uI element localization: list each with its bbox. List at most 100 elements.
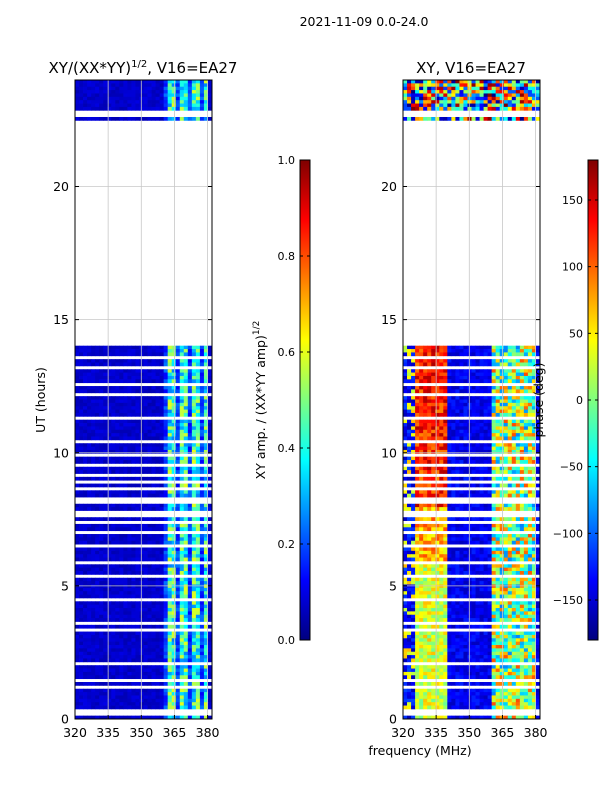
heatmap-cell xyxy=(147,665,152,669)
heatmap-cell xyxy=(131,352,136,357)
heatmap-cell xyxy=(75,688,80,693)
heatmap-cell xyxy=(95,80,100,84)
heatmap-cell xyxy=(195,389,201,394)
heatmap-cell xyxy=(103,698,108,703)
heatmap-cell xyxy=(479,433,484,437)
heatmap-cell xyxy=(515,527,521,532)
heatmap-cell xyxy=(431,116,436,121)
heatmap-cell xyxy=(431,490,436,495)
heatmap-cell xyxy=(531,402,537,407)
heatmap-cell xyxy=(499,409,505,414)
heatmap-cell xyxy=(207,96,213,101)
heatmap-cell xyxy=(179,688,185,693)
heatmap-cell xyxy=(87,634,92,639)
heatmap-cell xyxy=(143,396,148,400)
heatmap-cell xyxy=(87,470,92,474)
heatmap-cell xyxy=(423,436,428,441)
heatmap-cell xyxy=(471,396,476,400)
heatmap-cell xyxy=(143,80,148,84)
heatmap-cell xyxy=(199,470,205,474)
heatmap-cell xyxy=(207,618,213,622)
heatmap-cell xyxy=(479,100,484,104)
heatmap-cell xyxy=(191,483,197,488)
heatmap-cell xyxy=(107,379,112,384)
heatmap-cell xyxy=(487,534,493,538)
heatmap-cell xyxy=(411,396,416,400)
heatmap-cell xyxy=(191,537,197,542)
heatmap-cell xyxy=(87,688,92,693)
heatmap-cell xyxy=(151,648,156,653)
heatmap-cell xyxy=(519,456,525,461)
heatmap-cell xyxy=(407,352,412,357)
heatmap-cell xyxy=(99,386,104,390)
heatmap-cell xyxy=(423,534,428,538)
heatmap-cell xyxy=(159,638,165,643)
heatmap-cell xyxy=(131,537,136,542)
heatmap-cell xyxy=(439,419,444,424)
heatmap-cell xyxy=(79,419,84,424)
heatmap-cell xyxy=(111,668,116,673)
heatmap-cell xyxy=(159,614,165,619)
heatmap-cell xyxy=(123,587,128,592)
heatmap-cell xyxy=(107,705,112,710)
heatmap-cell xyxy=(523,523,529,528)
heatmap-cell xyxy=(175,406,181,410)
heatmap-cell xyxy=(127,682,132,686)
heatmap-cell xyxy=(435,349,440,353)
heatmap-cell xyxy=(207,116,213,121)
heatmap-cell xyxy=(147,641,152,646)
heatmap-cell xyxy=(203,470,209,474)
heatmap-cell xyxy=(479,523,484,528)
heatmap-cell xyxy=(439,90,444,94)
heatmap-cell xyxy=(135,352,140,357)
heatmap-cell xyxy=(179,402,185,407)
heatmap-cell xyxy=(207,631,213,636)
heatmap-cell xyxy=(511,456,517,461)
heatmap-cell xyxy=(487,483,493,488)
heatmap-cell xyxy=(127,577,132,582)
heatmap-cell xyxy=(151,715,156,720)
heatmap-cell xyxy=(119,695,124,700)
heatmap-cell xyxy=(495,423,501,427)
heatmap-cell xyxy=(119,399,124,404)
heatmap-cell xyxy=(507,419,513,424)
heatmap-cell xyxy=(499,396,505,400)
heatmap-cell xyxy=(115,443,120,447)
heatmap-cell xyxy=(431,90,436,94)
heatmap-cell xyxy=(483,419,489,424)
heatmap-cell xyxy=(159,90,165,94)
heatmap-cell xyxy=(415,345,420,350)
heatmap-cell xyxy=(83,638,88,643)
heatmap-cell xyxy=(207,527,213,532)
heatmap-cell xyxy=(499,470,505,474)
heatmap-cell xyxy=(163,564,169,569)
heatmap-cell xyxy=(167,631,173,636)
heatmap-cell xyxy=(475,375,480,380)
heatmap-cell xyxy=(123,591,128,595)
heatmap-cell xyxy=(115,534,120,538)
heatmap-cell xyxy=(91,352,96,357)
heatmap-cell xyxy=(495,527,501,532)
heatmap-cell xyxy=(171,682,177,686)
heatmap-cell xyxy=(95,604,100,609)
heatmap-cell xyxy=(155,106,161,111)
heatmap-cell xyxy=(511,100,517,104)
heatmap-cell xyxy=(131,547,136,552)
heatmap-cell xyxy=(471,386,476,390)
heatmap-cell xyxy=(123,349,128,353)
heatmap-cell xyxy=(79,83,84,88)
heatmap-cell xyxy=(183,372,189,377)
heatmap-cell xyxy=(195,96,201,101)
heatmap-cell xyxy=(147,604,152,609)
heatmap-cell xyxy=(175,581,181,585)
heatmap-cell xyxy=(475,449,480,454)
heatmap-cell xyxy=(111,490,116,495)
heatmap-cell xyxy=(123,359,128,363)
heatmap-cell xyxy=(531,386,537,390)
heatmap-cell xyxy=(103,372,108,377)
heatmap-cell xyxy=(191,682,197,686)
heatmap-cell xyxy=(207,476,213,481)
heatmap-cell xyxy=(155,557,161,562)
heatmap-cell xyxy=(79,581,84,585)
heatmap-cell xyxy=(159,634,165,639)
